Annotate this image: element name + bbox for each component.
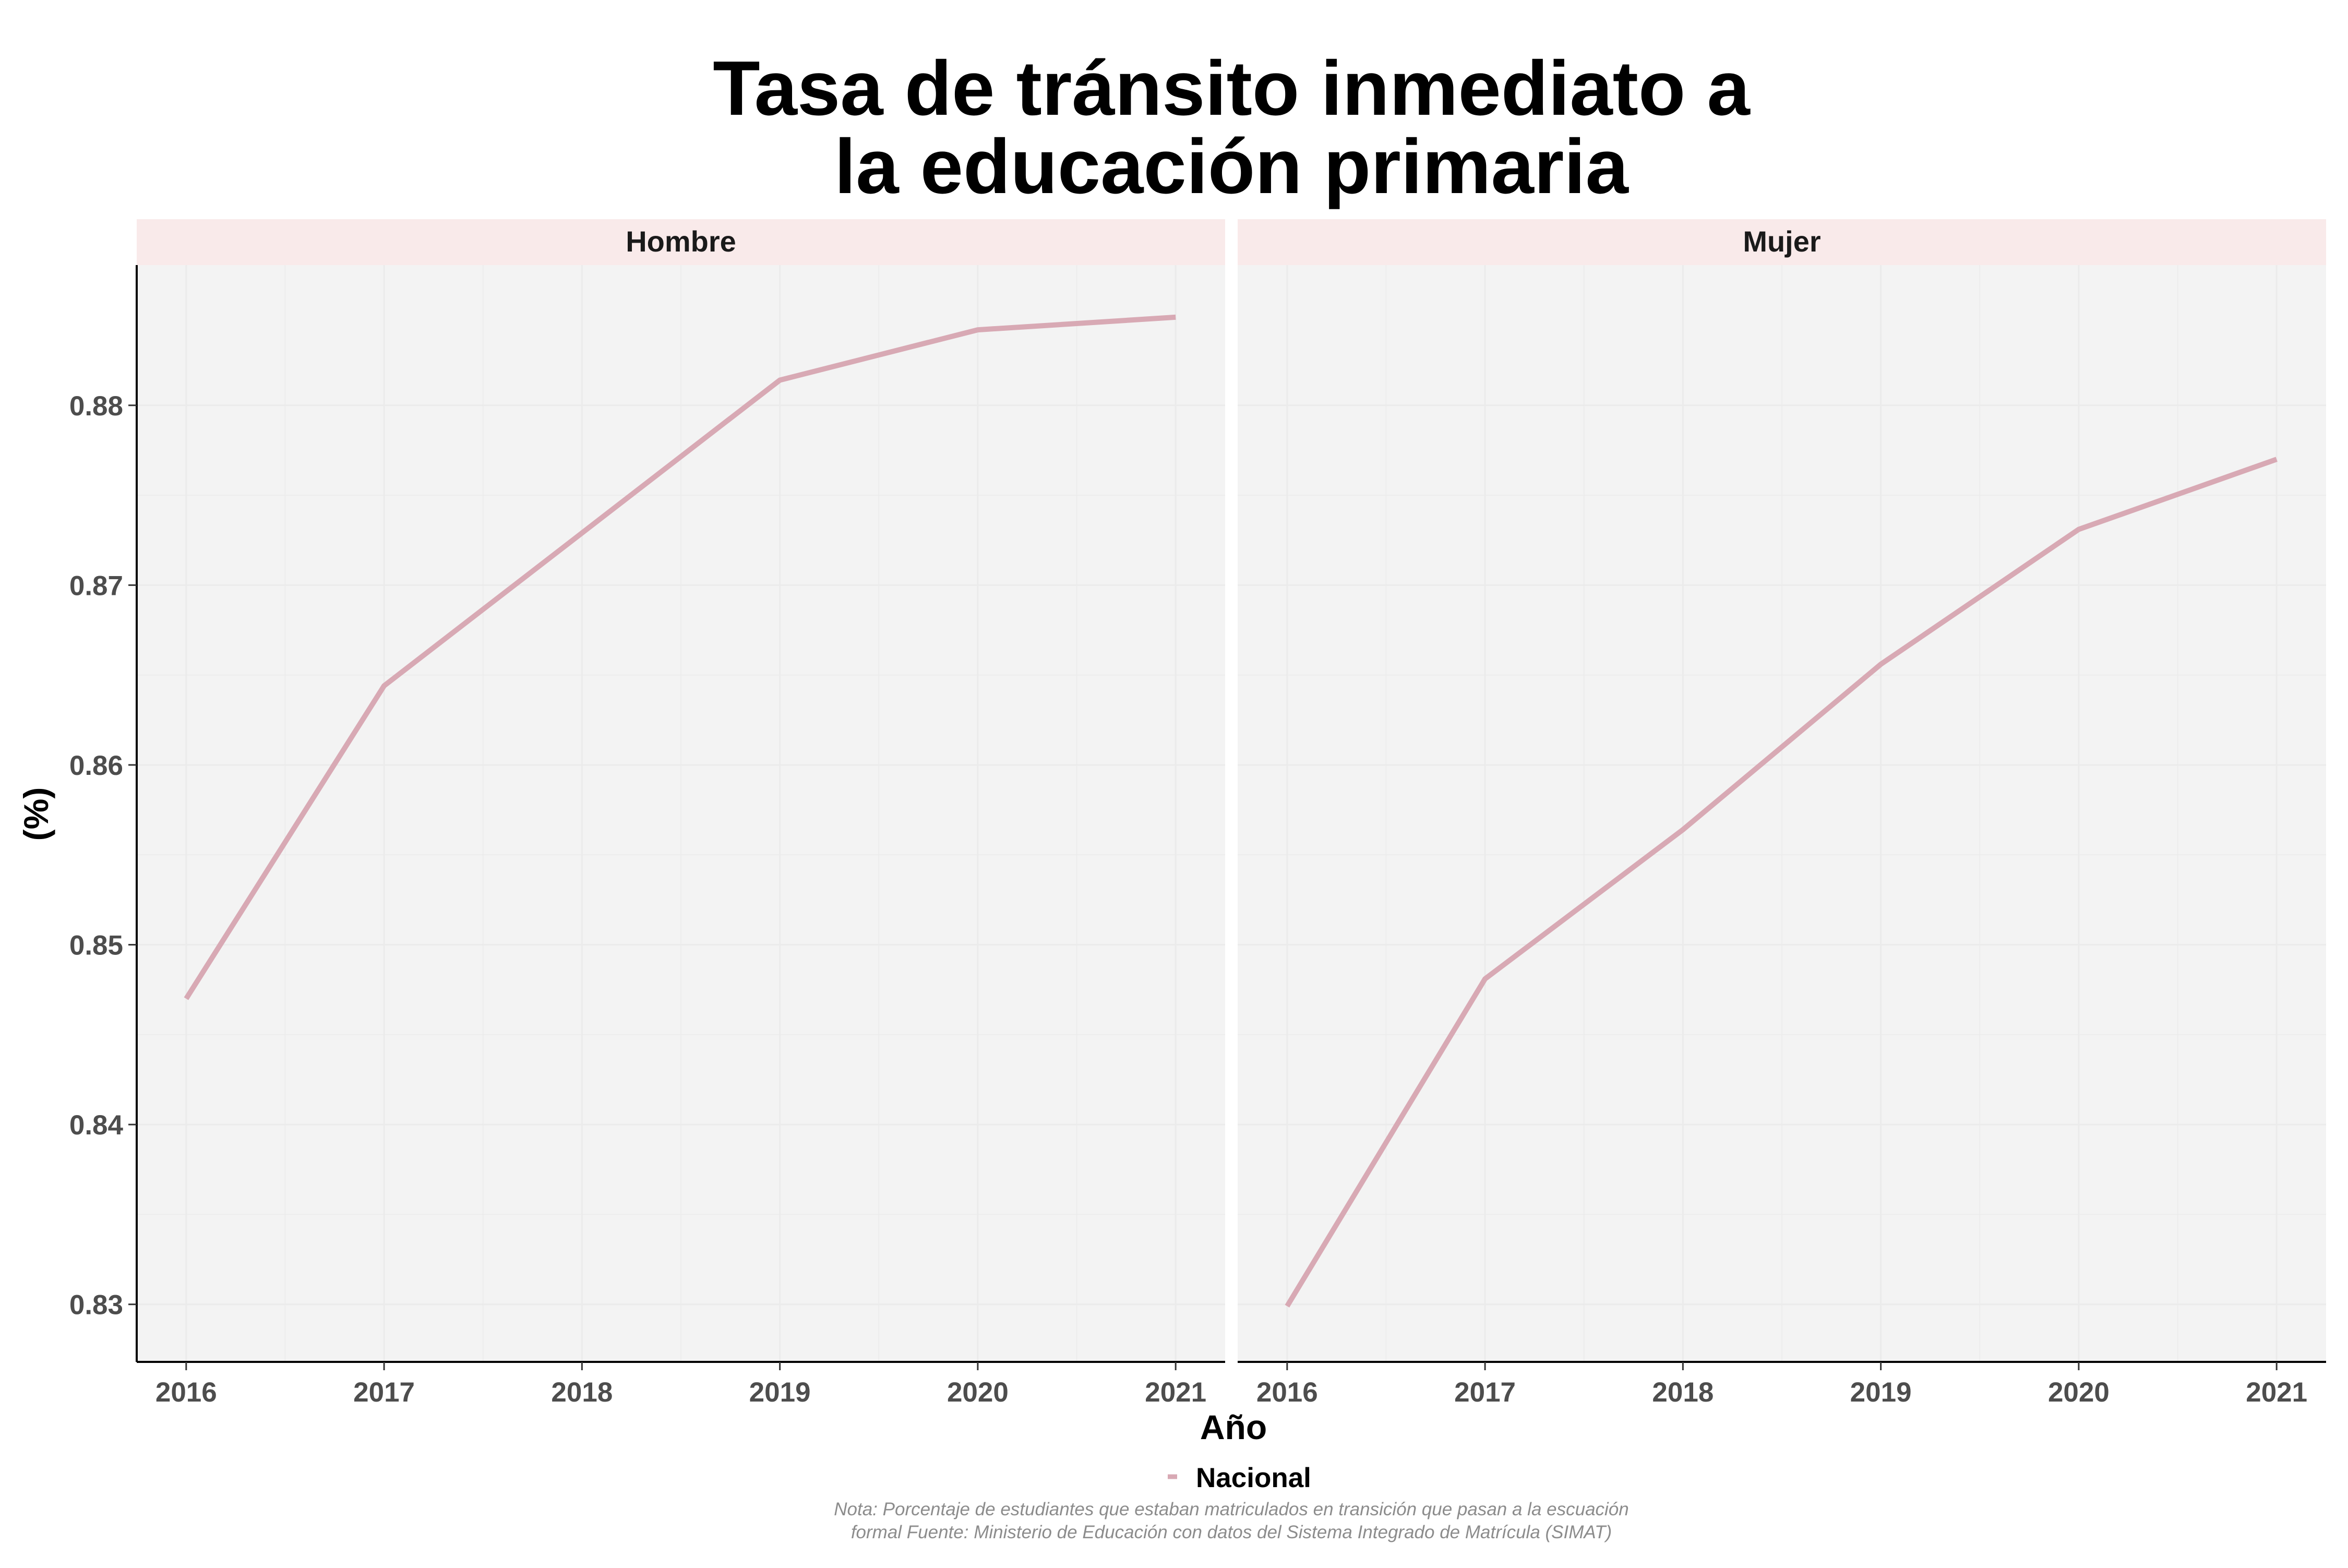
series-line-nacional-hombre: [184, 314, 1176, 1000]
x-tick-label-mujer: 2021: [2246, 1377, 2307, 1408]
x-tick-label-mujer: 2017: [1454, 1377, 1516, 1408]
facet-strip-hombre: [137, 219, 1225, 265]
note-line-1: Nota: Porcentaje de estudiantes que esta…: [834, 1499, 1629, 1519]
x-tick-label-mujer: 2019: [1850, 1377, 1912, 1408]
x-tick-label-hombre: 2017: [353, 1377, 415, 1408]
y-tick-label: 0.86: [69, 750, 123, 781]
legend: Nacional: [1168, 1463, 1311, 1493]
note-line-2: formal Fuente: Ministerio de Educación c…: [851, 1522, 1612, 1542]
y-tick-label: 0.87: [69, 570, 123, 601]
x-tick-label-mujer: 2018: [1652, 1377, 1714, 1408]
y-axis-title: (%): [17, 787, 55, 841]
y-tick-label: 0.88: [69, 391, 123, 422]
facet-strip-label-hombre: Hombre: [626, 225, 736, 258]
x-tick-label-hombre: 2021: [1145, 1377, 1206, 1408]
gridlines-mujer: [1238, 265, 2326, 1362]
x-tick-label-hombre: 2019: [749, 1377, 811, 1408]
facet-strip-label-mujer: Mujer: [1743, 225, 1820, 258]
gridlines-hombre: [137, 265, 1225, 1362]
x-tick-label-hombre: 2020: [947, 1377, 1009, 1408]
y-tick-label: 0.83: [69, 1290, 123, 1321]
y-tick-label: 0.84: [69, 1110, 124, 1141]
legend-label-nacional: Nacional: [1196, 1463, 1311, 1493]
chart-title-line-2: la educación primaria: [834, 124, 1629, 210]
y-tick-label: 0.85: [69, 930, 123, 961]
chart-title-line-1: Tasa de tránsito inmediato a: [713, 45, 1751, 131]
series-line-nacional-mujer: [1285, 457, 2278, 1308]
facet-panels: Hombre 2016 2017 2018 2019 2020 2021 0.83 0.84 0.…: [69, 219, 2326, 1408]
x-axis-title: Año: [1200, 1408, 1267, 1446]
x-tick-label-mujer: 2020: [2048, 1377, 2110, 1408]
x-tick-label-hombre: 2018: [551, 1377, 613, 1408]
x-tick-label-hombre: 2016: [155, 1377, 217, 1408]
x-tick-label-mujer: 2016: [1256, 1377, 1318, 1408]
facet-strip-mujer: [1238, 219, 2326, 265]
